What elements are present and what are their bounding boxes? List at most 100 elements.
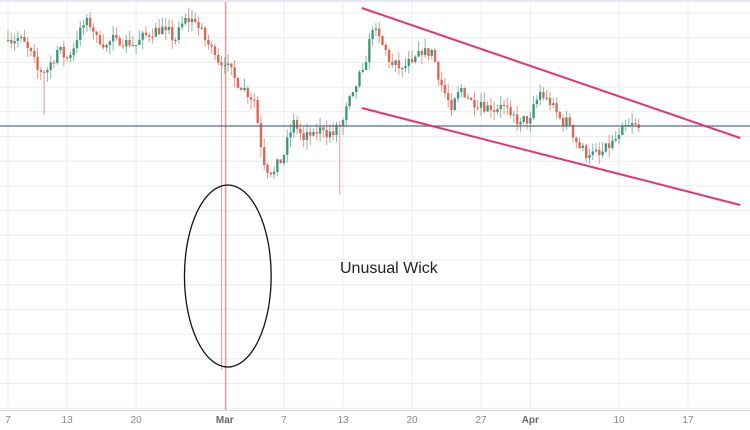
candle-up: [456, 92, 460, 99]
candle-down: [246, 88, 250, 98]
candle-up: [223, 65, 227, 66]
candle-up: [131, 45, 135, 47]
candle-down: [332, 131, 335, 135]
candle-down: [217, 55, 220, 63]
candle-down: [506, 105, 509, 108]
candle-up: [6, 40, 10, 41]
candle-down: [197, 22, 200, 29]
x-tick-label: 13: [62, 415, 74, 426]
candle-up: [190, 18, 194, 22]
candle-down: [302, 133, 305, 140]
candle-down: [410, 58, 414, 62]
x-tick-label: 10: [613, 415, 625, 426]
candle-up: [479, 102, 483, 108]
candle-up: [16, 38, 20, 42]
candle-down: [65, 57, 69, 59]
candle-up: [243, 88, 246, 91]
candle-up: [374, 28, 378, 30]
candle-up: [305, 131, 309, 140]
candle-up: [588, 155, 591, 158]
candle-down: [144, 32, 148, 35]
candle-up: [401, 68, 404, 69]
candle-down: [397, 60, 401, 69]
candle-up: [341, 120, 345, 126]
candle-down: [151, 36, 154, 38]
candle-down: [121, 45, 125, 47]
candle-up: [591, 151, 594, 155]
top-border: [0, 0, 750, 2]
candle-up: [601, 151, 604, 155]
candle-up: [368, 38, 371, 63]
candle-down: [230, 63, 233, 68]
candle-up: [167, 26, 171, 30]
candle-up: [519, 122, 522, 125]
candle-down: [384, 45, 387, 51]
candle-down: [95, 31, 98, 35]
candle-down: [469, 98, 473, 100]
candle-down: [578, 142, 581, 148]
x-tick-label: 20: [131, 415, 143, 426]
candle-down: [502, 105, 506, 106]
candle-down: [575, 137, 578, 143]
candle-up: [617, 135, 621, 139]
candle-up: [56, 50, 59, 63]
candle-down: [207, 40, 210, 45]
candle-up: [414, 56, 417, 62]
candle-down: [391, 61, 394, 65]
candle-up: [125, 40, 128, 47]
candle-up: [13, 41, 16, 44]
candle-down: [558, 112, 562, 118]
grid: [0, 0, 750, 410]
candle-up: [85, 18, 89, 26]
candle-down: [555, 103, 558, 113]
highlight-ellipse: [183, 184, 272, 368]
candle-up: [286, 137, 289, 155]
candle-up: [49, 62, 52, 70]
candle-up: [351, 92, 355, 97]
candle-down: [473, 100, 476, 108]
candle-up: [345, 106, 348, 120]
candle-down: [26, 41, 29, 48]
candle-up: [496, 109, 499, 112]
channel-lower-line: [361, 107, 741, 206]
candle-down: [263, 147, 266, 165]
candle-up: [82, 25, 85, 28]
candle-down: [23, 36, 26, 42]
x-tick-label: 27: [475, 415, 487, 426]
candle-down: [295, 120, 299, 129]
candle-down: [381, 36, 384, 45]
candle-down: [440, 79, 443, 85]
candle-down: [249, 97, 253, 100]
candle-up: [154, 28, 158, 37]
candle-down: [466, 97, 470, 99]
candle-down: [325, 130, 328, 138]
candle-down: [266, 165, 269, 173]
candle-down: [509, 107, 512, 115]
candle-up: [358, 71, 361, 87]
candle-up: [161, 26, 164, 35]
candle-down: [476, 107, 479, 109]
candle-down: [203, 27, 207, 40]
candle-down: [322, 127, 325, 130]
candle-up: [430, 50, 433, 56]
candle-down: [309, 131, 312, 136]
candle-down: [29, 48, 33, 52]
candle-down: [269, 172, 272, 175]
candle-down: [210, 44, 213, 47]
candle-up: [594, 149, 598, 152]
channel-upper-line: [361, 7, 741, 139]
candle-up: [174, 40, 177, 41]
candle-up: [138, 39, 141, 45]
candle-down: [483, 102, 486, 112]
candle-down: [315, 132, 318, 134]
annotation-unusual-wick: Unusual Wick: [340, 260, 439, 277]
candle-down: [36, 56, 39, 70]
candle-up: [226, 63, 230, 65]
candle-up: [565, 117, 568, 126]
candle-up: [79, 27, 82, 40]
candle-up: [404, 65, 407, 68]
candle-down: [607, 143, 611, 148]
candle-down: [446, 93, 450, 101]
candle-down: [148, 35, 151, 37]
